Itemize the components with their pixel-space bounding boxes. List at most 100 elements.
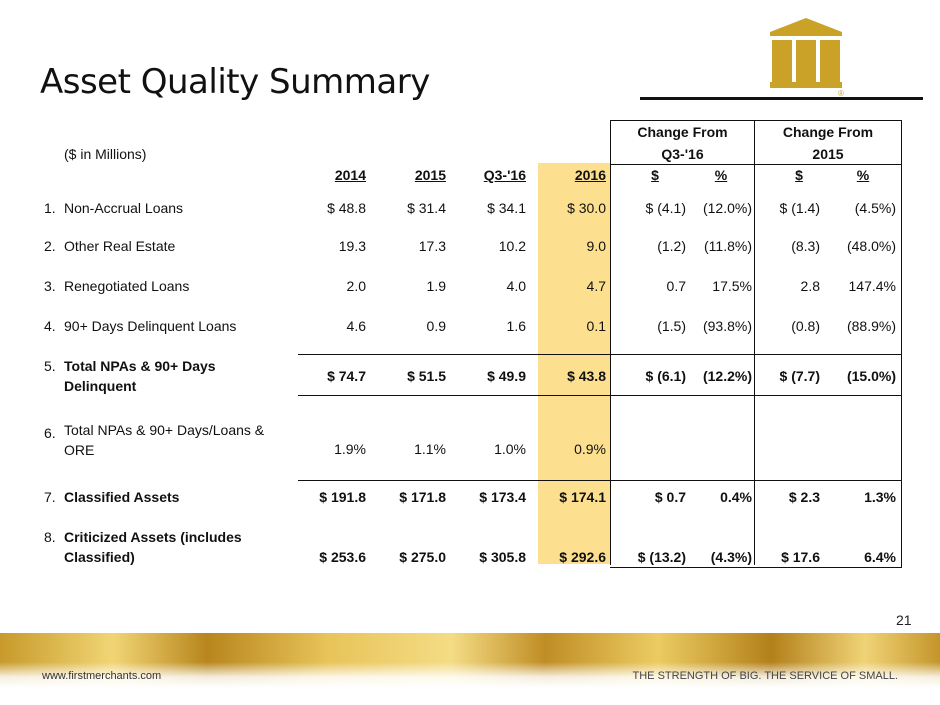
cell-vq3: $ 305.8 <box>479 549 526 565</box>
row-number: 4. <box>44 318 56 334</box>
cell-c15p: 6.4% <box>864 549 896 565</box>
row-number: 2. <box>44 238 56 254</box>
cell-v2016: 9.0 <box>586 238 606 254</box>
first-merchants-logo-icon: ® <box>770 18 844 96</box>
row-label: Total NPAs & 90+ Days <box>64 358 216 374</box>
row-label: Classified Assets <box>64 489 180 505</box>
cell-v2015: 17.3 <box>418 238 446 254</box>
cell-cq3p: (12.2%) <box>702 368 752 384</box>
cell-v2016: $ 30.0 <box>567 200 606 216</box>
row-number: 1. <box>44 200 56 216</box>
cell-c15d: $ 2.3 <box>788 489 820 505</box>
col-header-2016: 2016 <box>574 167 606 183</box>
table-vline-3 <box>901 165 902 568</box>
cell-vq3: $ 173.4 <box>479 489 526 505</box>
cell-cq3d: $ (13.2) <box>637 549 686 565</box>
cell-cq3p: (12.0%) <box>702 200 752 216</box>
cell-c15p: (4.5%) <box>854 200 896 216</box>
cell-c15p: 147.4% <box>848 278 896 294</box>
cell-v2015: $ 171.8 <box>399 489 446 505</box>
group2-header-line1: Change From <box>782 124 874 140</box>
row-label: Renegotiated Loans <box>64 278 190 294</box>
cell-c15p: (88.9%) <box>846 318 896 334</box>
cell-vq3: 10.2 <box>498 238 526 254</box>
cell-cq3p: (93.8%) <box>702 318 752 334</box>
cell-v2016: $ 43.8 <box>567 368 606 384</box>
cell-vq3: $ 34.1 <box>487 200 526 216</box>
row-label: 90+ Days Delinquent Loans <box>64 318 237 334</box>
cell-cq3p: (11.8%) <box>704 238 752 254</box>
cell-c15d: $ (1.4) <box>779 200 820 216</box>
row-label-cont: Classified) <box>64 549 135 565</box>
col-header-q3-16: Q3-'16 <box>483 167 526 183</box>
cell-cq3d: $ (4.1) <box>645 200 686 216</box>
cell-vq3: 4.0 <box>506 278 526 294</box>
units-label: ($ in Millions) <box>64 146 147 162</box>
cell-cq3d: $ (6.1) <box>645 368 686 384</box>
separator-line-totals <box>298 354 902 355</box>
page-number: 21 <box>896 612 912 628</box>
highlight-2016-column <box>538 163 610 564</box>
cell-v2014: $ 253.6 <box>319 549 366 565</box>
cell-c15d: $ 17.6 <box>781 549 820 565</box>
row-label-cont: Delinquent <box>64 378 137 394</box>
cell-cq3p: 17.5% <box>712 278 752 294</box>
row-label: Non-Accrual Loans <box>64 200 184 216</box>
separator-line-classified <box>298 480 902 481</box>
cell-v2015: $ 51.5 <box>407 368 446 384</box>
cell-c15d: (0.8) <box>791 318 820 334</box>
cell-vq3: 1.0% <box>494 441 526 457</box>
cell-v2014: $ 48.8 <box>327 200 366 216</box>
col-header-q3-pct: % <box>714 167 728 183</box>
cell-c15p: (48.0%) <box>846 238 896 254</box>
cell-v2015: 1.1% <box>414 441 446 457</box>
change-from-2015-header-box <box>754 120 902 165</box>
cell-cq3p: 0.4% <box>720 489 752 505</box>
cell-cq3d: (1.2) <box>657 238 686 254</box>
cell-v2015: $ 275.0 <box>399 549 446 565</box>
col-header-2014: 2014 <box>334 167 366 183</box>
title-underline <box>640 97 923 100</box>
cell-v2014: 1.9% <box>334 441 366 457</box>
row-number: 7. <box>44 489 56 505</box>
footer-website-link[interactable]: www.firstmerchants.com <box>42 670 162 682</box>
cell-vq3: $ 49.9 <box>487 368 526 384</box>
cell-c15p: 1.3% <box>864 489 896 505</box>
cell-cq3d: (1.5) <box>657 318 686 334</box>
group1-header-line2: Q3-'16 <box>661 146 704 162</box>
row-number: 6. <box>44 425 56 441</box>
cell-c15d: (8.3) <box>791 238 820 254</box>
table-vline-2 <box>754 165 755 565</box>
cell-c15d: $ (7.7) <box>779 368 820 384</box>
footer-tagline: THE STRENGTH OF BIG. THE SERVICE OF SMAL… <box>632 670 898 682</box>
cell-cq3d: $ 0.7 <box>654 489 686 505</box>
cell-v2015: 1.9 <box>426 278 446 294</box>
col-header-q3-dollar: $ <box>651 167 659 183</box>
row-label: Total NPAs & 90+ Days/Loans & <box>64 422 265 438</box>
cell-v2016: $ 174.1 <box>559 489 606 505</box>
row-number: 8. <box>44 529 56 545</box>
cell-c15p: (15.0%) <box>846 368 896 384</box>
cell-vq3: 1.6 <box>506 318 526 334</box>
cell-v2014: 4.6 <box>346 318 366 334</box>
row-number: 5. <box>44 358 56 374</box>
cell-v2014: 19.3 <box>338 238 366 254</box>
cell-v2016: $ 292.6 <box>559 549 606 565</box>
row-label: Other Real Estate <box>64 238 176 254</box>
cell-v2015: 0.9 <box>426 318 446 334</box>
col-header-2015: 2015 <box>414 167 446 183</box>
separator-line-ratio <box>298 395 902 396</box>
registered-mark: ® <box>838 89 844 96</box>
col-header-2015-pct: % <box>856 167 870 183</box>
row-label: Criticized Assets (includes <box>64 529 242 545</box>
cell-cq3p: (4.3%) <box>710 549 752 565</box>
page-title: Asset Quality Summary <box>40 62 430 102</box>
row-label-cont: ORE <box>64 442 95 458</box>
col-header-2015-dollar: $ <box>795 167 803 183</box>
cell-v2015: $ 31.4 <box>407 200 446 216</box>
table-bottom-line <box>610 567 902 568</box>
cell-v2016: 0.1 <box>586 318 606 334</box>
footer-fade <box>0 662 940 705</box>
group1-header-line1: Change From <box>637 124 728 140</box>
group2-header-line2: 2015 <box>812 146 844 162</box>
